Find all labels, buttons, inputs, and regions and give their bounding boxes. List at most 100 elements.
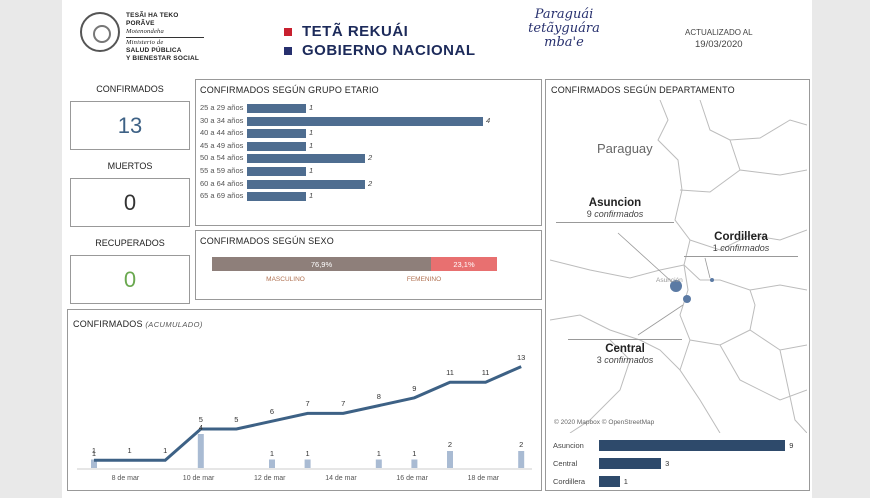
age-group-bar[interactable] [247,179,365,189]
age-group-value: 1 [309,166,314,175]
x-tick-label: 14 de mar [325,475,357,482]
ministry-logo: TESÃI HA TEKO PORÃVE Motenondeha Ministe… [80,10,210,62]
age-group-value: 1 [309,103,314,112]
red-square-icon [284,27,292,36]
age-group-label: 25 a 29 años [200,103,244,112]
daily-bar[interactable] [518,451,525,468]
cumulative-line[interactable] [94,365,522,462]
cumulative-value-label: 8 [376,391,381,401]
female-bar[interactable]: 23,1% [431,257,497,271]
department-bar-label: Cordillera [553,477,586,486]
cumulative-value-label: 6 [269,407,275,417]
ministry-line-2: PORÃVE [126,20,155,27]
cumulative-title-text: CONFIRMADOS [73,319,143,329]
daily-bar[interactable] [411,459,418,469]
national-seal-icon [80,12,120,52]
cumulative-title-note: (ACUMULADO) [145,320,203,329]
age-group-label: 50 a 54 años [200,153,244,163]
deaths-label: MUERTOS [107,161,153,171]
navy-square-icon [284,46,292,55]
male-bar[interactable]: 76,9% [212,257,431,271]
daily-value-label: 2 [519,440,524,449]
cumulative-value-label: 5 [234,415,239,424]
age-group-bar[interactable] [247,192,306,202]
brand-line-2: tetãyguára [528,21,600,36]
callout-asuncion-suffix: confirmados [594,209,644,219]
department-bar[interactable] [599,476,620,487]
male-label: MASCULINO [266,276,305,283]
daily-value-label: 4 [198,423,203,432]
ministry-line-5: SALUD PÚBLICA [126,47,182,54]
cordillera-bubble [710,278,714,282]
daily-value-label: 1 [305,448,310,458]
age-group-label: 30 a 34 años [200,115,244,125]
government-logo: TETÃ REKUÁI GOBIERNO NACIONAL [284,22,476,60]
sex-title: CONFIRMADOS SEGÚN SEXO [200,236,334,246]
cumulative-chart [77,365,532,470]
daily-bar[interactable] [197,434,204,468]
callout-cordillera-suffix: confirmados [720,243,770,253]
daily-bar[interactable] [91,459,97,469]
department-bar[interactable] [599,440,786,451]
map-attribution: © 2020 Mapbox © OpenStreetMap [554,419,655,426]
callout-asuncion-count: 9 [586,209,592,219]
cumulative-value-label: 9 [412,383,417,393]
daily-value-label: 2 [447,440,453,449]
x-tick-label: 10 de mar [182,475,215,482]
cumulative-value-label: 7 [341,399,346,409]
daily-bar[interactable] [269,459,275,469]
asuncion-bubble [670,280,682,292]
brand-line-3: mba'e [544,35,584,50]
callout-cordillera-name: Cordillera [714,231,768,243]
updated-date: 19/03/2020 [695,39,743,50]
daily-bar[interactable] [447,451,453,468]
age-group-bar[interactable] [247,154,365,164]
confirmed-value[interactable]: 13 [70,101,190,150]
callout-cordillera-count: 1 [712,243,718,253]
department-bar-label: Central [553,459,578,468]
brand-logo: Paraguái tetãyguára mba'e [518,8,610,64]
age-group-bar[interactable] [247,141,306,151]
age-group-label: 40 a 44 años [200,128,244,138]
x-tick-label: 16 de mar [396,475,428,482]
daily-bar[interactable] [304,459,311,469]
age-group-value: 1 [309,128,314,138]
department-map[interactable]: Paraguay Asunción © 2020 Mapbox © OpenSt… [550,100,807,433]
callout-asuncion-name: Asuncion [588,197,642,209]
daily-bar[interactable] [375,459,382,469]
age-group-bar[interactable] [247,167,306,176]
callout-asuncion[interactable]: Asuncion 9 confirmados [556,197,674,223]
department-bar[interactable] [599,458,662,469]
map-boundaries [550,100,807,433]
callout-central-count: 3 [596,355,602,365]
ministry-name: TESÃI HA TEKO PORÃVE Motenondeha Ministe… [126,12,204,63]
department-bar-value: 9 [789,441,794,450]
age-group-value: 2 [368,153,373,163]
recovered-value[interactable]: 0 [70,255,190,304]
ministry-line-1: TESÃI HA TEKO [126,12,179,19]
age-group-value: 1 [309,191,314,201]
gov-line-1: TETÃ REKUÁI [302,23,409,40]
cumulative-value-label: 1 [91,446,97,456]
updated-label: ACTUALIZADO AL [685,28,753,37]
callout-cordillera[interactable]: Cordillera 1 confirmados [684,231,798,257]
callout-central[interactable]: Central 3 confirmados [568,339,682,365]
daily-value-label: 1 [269,448,275,458]
x-tick-label: 18 de mar [467,475,500,482]
age-group-bar[interactable] [247,116,483,126]
ministry-line-3: Motenondeha [126,28,164,35]
age-group-title: CONFIRMADOS SEGÚN GRUPO ETARIO [200,85,379,95]
department-bar-label: Asuncion [553,441,584,450]
age-group-panel [195,79,542,226]
age-group-bar[interactable] [247,104,306,113]
deaths-value[interactable]: 0 [70,178,190,227]
age-group-value: 4 [486,115,491,125]
daily-value-label: 1 [412,448,417,458]
ministry-line-4: Ministerio de [126,39,164,46]
age-group-label: 65 a 69 años [200,191,244,201]
age-group-bar[interactable] [247,129,306,139]
cumulative-value-label: 11 [481,368,490,378]
x-tick-label: 12 de mar [254,475,286,482]
callout-central-suffix: confirmados [604,355,654,365]
map-city-label: Asunción [656,277,683,284]
